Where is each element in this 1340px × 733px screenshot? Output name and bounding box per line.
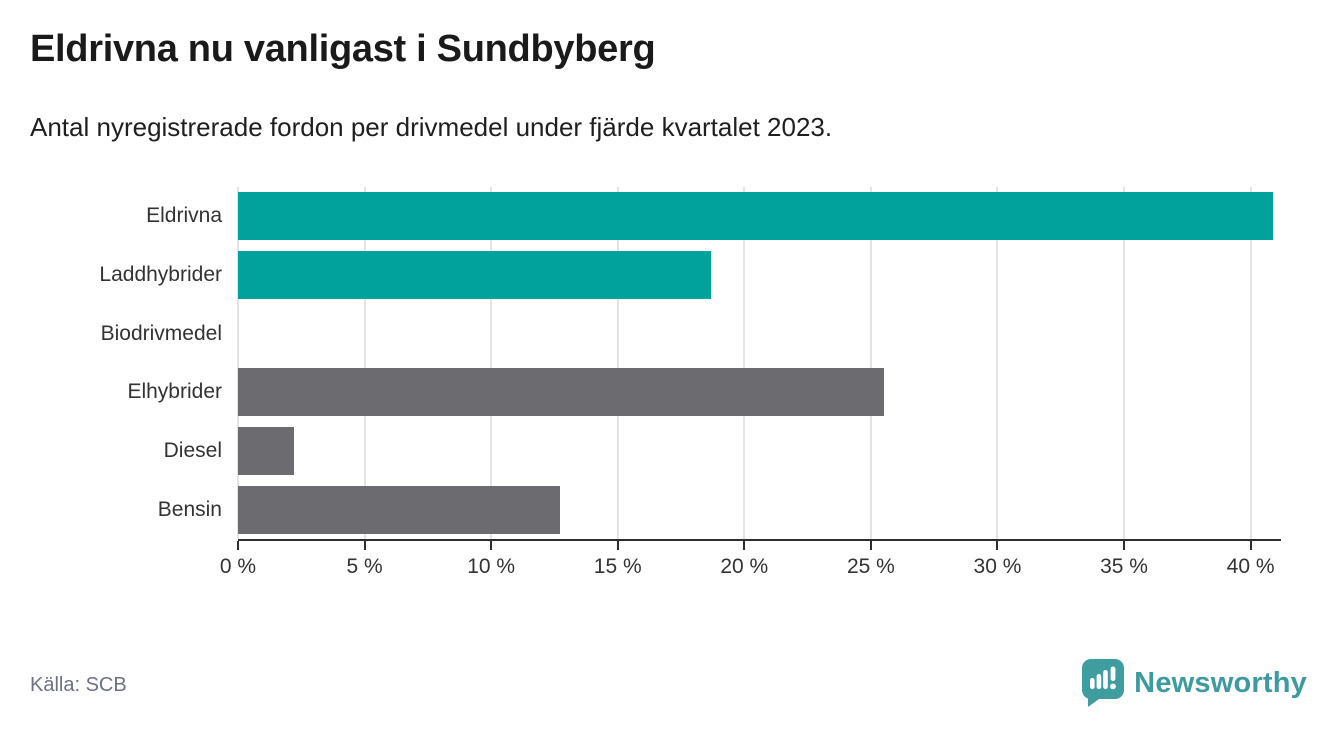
x-tick-label: 25 % [846,555,895,578]
bar-track [238,427,1281,476]
newsworthy-badge-icon [1082,659,1125,707]
x-tick-label: 5 % [346,555,383,578]
x-axis-tick [237,541,239,550]
x-tick-label: 0 % [219,555,257,578]
gridline [996,187,999,539]
chart-subtitle: Antal nyregistrerade fordon per drivmede… [30,112,833,142]
gridline [490,187,493,539]
gridline [869,187,872,539]
grid-layer [237,187,1281,539]
gridline [616,187,619,539]
bar [238,485,560,534]
chart-row: Bensin [30,480,1281,539]
bar [238,251,712,299]
x-tick-label: 40 % [1226,555,1275,578]
x-tick-label: 30 % [973,555,1022,578]
chart-title: Eldrivna nu vanligast i Sundbyberg [30,28,656,70]
x-tick-label: 10 % [467,555,516,578]
category-label: Biodrivmedel [100,321,222,345]
x-axis-tick [1123,541,1126,550]
gridline [237,187,239,539]
bar [238,192,1274,241]
x-axis-tick [1249,541,1252,550]
x-axis-tick [996,541,999,550]
bar [238,368,884,417]
x-axis-tick [363,541,366,550]
x-tick-label: 15 % [593,555,642,578]
newsworthy-wordmark: Newsworthy [1134,666,1307,699]
chart-rows: Eldrivna Laddhybrider Biodrivmedel Elhybrid… [30,187,1281,539]
bar-track [238,192,1281,241]
chart-row: Elhybrider [30,363,1281,422]
x-axis: 0 % 5 % 10 % 15 % 20 % 25 % 30 % 35 % 40 % [220,539,1281,579]
category-label: Laddhybrider [99,263,222,286]
x-axis-tick [743,541,746,550]
x-axis-tick [490,541,493,550]
category-label: Diesel [163,439,222,463]
bar-track [238,485,1281,534]
bar-track [238,368,1281,417]
x-tick-label: 20 % [720,555,769,578]
category-label: Bensin [157,497,222,521]
x-axis-tick [869,541,872,550]
category-label: Eldrivna [146,204,222,228]
x-axis-tick [616,541,619,550]
source-label: Källa: SCB [30,674,127,696]
bar [238,427,294,476]
gridline [1249,187,1252,539]
bar-track [238,251,1281,299]
x-tick-label: 35 % [1100,555,1148,578]
bar-track [238,310,1281,358]
bar-chart: Eldrivna Laddhybrider Biodrivmedel Elhybrid… [30,187,1281,539]
chart-row: Eldrivna [30,187,1281,246]
gridline [363,187,366,539]
gridline [1123,187,1126,539]
chart-row: Biodrivmedel [30,304,1281,363]
category-label: Elhybrider [127,380,222,404]
chart-row: Laddhybrider [30,246,1281,305]
chart-row: Diesel [30,422,1281,481]
gridline [743,187,746,539]
newsworthy-logo: Newsworthy [1082,659,1307,707]
